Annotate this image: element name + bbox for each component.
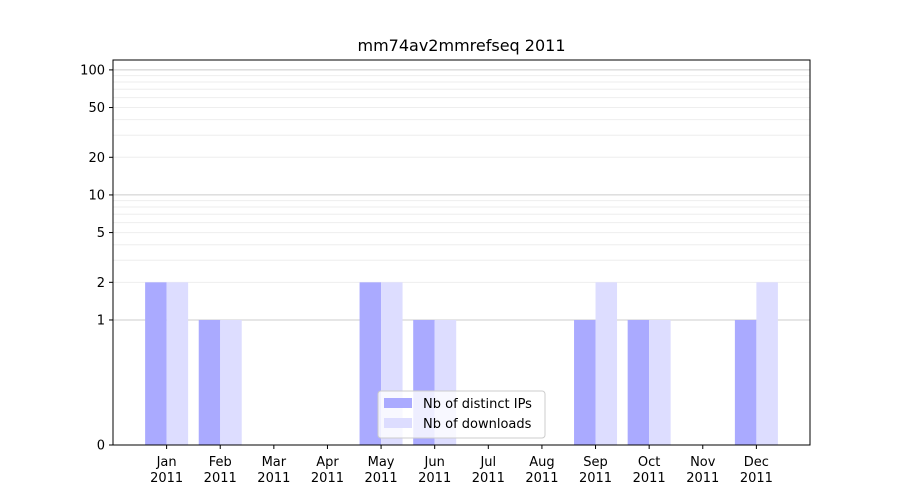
legend-box bbox=[377, 390, 546, 439]
y-axis: 0 1 2 5 10 20 50 100 bbox=[80, 63, 113, 454]
bar-downloads bbox=[756, 282, 778, 445]
x-tick-label-month: Jun bbox=[424, 455, 445, 470]
x-tick-label-month: Sep bbox=[583, 455, 608, 470]
x-tick-label-year: 2011 bbox=[311, 471, 344, 486]
bar-downloads bbox=[595, 282, 618, 445]
x-tick-label-month: Apr bbox=[316, 455, 339, 470]
bar-distinct-ips bbox=[145, 282, 167, 445]
x-tick-label-month: Aug bbox=[529, 455, 554, 470]
x-tick-label-month: Feb bbox=[209, 455, 232, 470]
legend-swatch bbox=[384, 418, 412, 428]
x-tick-label-month: Nov bbox=[690, 455, 716, 470]
legend-label: Nb of distinct IPs bbox=[423, 397, 532, 412]
bar-downloads bbox=[220, 319, 242, 445]
x-tick-label-month: May bbox=[368, 455, 395, 470]
y-tick-label: 1 bbox=[97, 313, 105, 328]
x-tick-label-year: 2011 bbox=[525, 471, 558, 486]
grid-lines bbox=[113, 69, 810, 321]
y-tick-label: 0 bbox=[97, 439, 105, 454]
x-tick-label-year: 2011 bbox=[472, 471, 505, 486]
x-tick-label-month: Jan bbox=[156, 455, 177, 470]
x-tick-label-year: 2011 bbox=[686, 471, 719, 486]
x-tick-label-year: 2011 bbox=[633, 471, 666, 486]
y-tick-label: 50 bbox=[88, 101, 105, 116]
x-tick-label-month: Oct bbox=[638, 455, 660, 470]
bar-distinct-ips bbox=[574, 319, 596, 445]
x-axis: Jan2011Feb2011Mar2011Apr2011May2011Jun20… bbox=[150, 445, 773, 486]
x-tick-label-year: 2011 bbox=[418, 471, 451, 486]
bar-downloads bbox=[649, 319, 671, 445]
y-tick-label: 5 bbox=[97, 226, 105, 241]
x-tick-label-year: 2011 bbox=[150, 471, 183, 486]
legend-swatch bbox=[384, 398, 412, 408]
x-tick-label-month: Jul bbox=[479, 455, 496, 470]
x-tick-label-year: 2011 bbox=[365, 471, 398, 486]
chart-title: mm74av2mmrefseq 2011 bbox=[358, 36, 566, 55]
bar-distinct-ips bbox=[359, 282, 382, 445]
x-tick-label-month: Dec bbox=[744, 455, 769, 470]
bar-distinct-ips bbox=[627, 319, 650, 445]
x-tick-label-year: 2011 bbox=[579, 471, 612, 486]
bar-distinct-ips bbox=[198, 319, 221, 445]
y-tick-label: 100 bbox=[80, 63, 105, 78]
bar-distinct-ips bbox=[734, 319, 757, 445]
x-tick-label-year: 2011 bbox=[740, 471, 773, 486]
y-tick-label: 10 bbox=[88, 188, 105, 203]
plot-area-frame bbox=[112, 59, 811, 446]
y-tick-label: 2 bbox=[97, 276, 105, 291]
x-tick-label-year: 2011 bbox=[257, 471, 290, 486]
legend-label: Nb of downloads bbox=[423, 417, 532, 432]
x-tick-label-month: Mar bbox=[262, 455, 287, 470]
x-tick-label-year: 2011 bbox=[204, 471, 237, 486]
y-tick-label: 20 bbox=[88, 151, 105, 166]
legend: Nb of distinct IPs Nb of downloads bbox=[377, 390, 546, 439]
bar-downloads bbox=[166, 282, 189, 445]
